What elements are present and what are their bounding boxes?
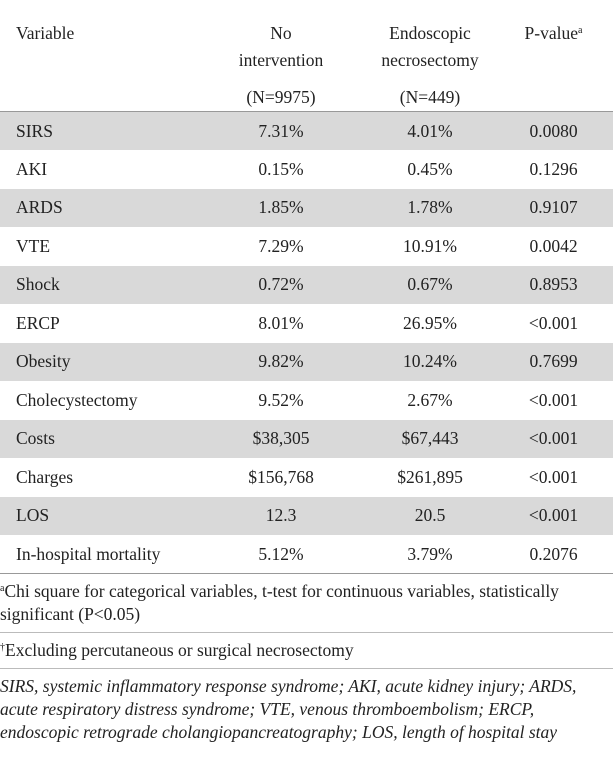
table-row: AKI 0.15% 0.45% 0.1296 <box>0 150 613 189</box>
table-cell: Charges <box>16 466 74 487</box>
header-cell: Endoscopic necrosectomy (N=449) <box>366 0 494 112</box>
footnote: aChi square for categorical variables, t… <box>0 574 613 633</box>
table-body: SIRS 7.31% 4.01% 0.0080 AKI 0.15% 0.45% 0.1296 A… <box>0 111 613 574</box>
table-cell: 4.01% <box>366 111 494 150</box>
table-cell: 12.3 <box>196 496 366 535</box>
footnote: †Excluding percutaneous or surgical necr… <box>0 633 613 669</box>
table-cell: 20.5 <box>366 496 494 535</box>
header-text: P-value <box>524 23 578 43</box>
header-text: necrosectomy <box>381 50 479 70</box>
table-cell: Cholecystectomy <box>16 389 138 410</box>
header-row: Variable No intervention (N=9975) Endoscopic… <box>0 0 613 112</box>
footnote-text: SIRS, systemic inflammatory response syn… <box>0 676 577 742</box>
table-cell: 7.29% <box>258 235 304 256</box>
table-row: Charges $156,768 $261,895 <0.001 <box>0 458 613 497</box>
table-cell: 0.8953 <box>494 265 613 304</box>
table-cell: Costs <box>0 419 196 458</box>
table-cell: 9.82% <box>196 342 366 381</box>
table-cell: ARDS <box>0 188 196 227</box>
table-row: In-hospital mortality 5.12% 3.79% 0.2076 <box>0 535 613 574</box>
table-row: Shock 0.72% 0.67% 0.8953 <box>0 265 613 304</box>
table-cell: <0.001 <box>494 419 613 458</box>
table-row: Costs $38,305 $67,443 <0.001 <box>0 419 613 458</box>
table-cell: ERCP <box>16 312 60 333</box>
table-cell: Obesity <box>0 342 196 381</box>
header-text: No <box>270 23 292 43</box>
table-cell: 0.0042 <box>529 235 578 256</box>
table-cell: 0.1296 <box>529 158 578 179</box>
footnote-text: Excluding percutaneous or surgical necro… <box>5 640 354 660</box>
table-cell: 0.67% <box>366 265 494 304</box>
table-cell: $156,768 <box>248 466 314 487</box>
table-cell: 1.85% <box>196 188 366 227</box>
header-count: (N=449) <box>399 87 461 107</box>
table-cell: 5.12% <box>196 535 366 574</box>
header-text: intervention <box>238 50 324 70</box>
table-cell: <0.001 <box>528 389 579 410</box>
header-cell: P-valuea <box>494 0 613 112</box>
table-row: SIRS 7.31% 4.01% 0.0080 <box>0 111 613 150</box>
footnote-mark: † <box>0 642 5 653</box>
table-cell: 8.01% <box>258 312 304 333</box>
table-cell: SIRS <box>0 111 196 150</box>
table-cell: 26.95% <box>403 312 457 333</box>
table-row: Obesity 9.82% 10.24% 0.7699 <box>0 342 613 381</box>
table-cell: LOS <box>0 496 196 535</box>
table-cell: 10.91% <box>403 235 457 256</box>
table-cell: 0.7699 <box>494 342 613 381</box>
table-cell: 7.31% <box>196 111 366 150</box>
table-cell: 0.72% <box>196 265 366 304</box>
table-cell: 0.0080 <box>494 111 613 150</box>
footnote-text: Chi square for categorical variables, t-… <box>0 581 559 624</box>
table-cell: 2.67% <box>407 389 453 410</box>
superscript: a <box>578 25 583 36</box>
footnotes: aChi square for categorical variables, t… <box>0 574 613 750</box>
table-cell: 1.78% <box>366 188 494 227</box>
footnote-mark: a <box>0 583 5 594</box>
table-row: Cholecystectomy 9.52% 2.67% <0.001 <box>0 381 613 420</box>
data-table: Variable No intervention (N=9975) Endoscopic… <box>0 0 613 574</box>
header-count: (N=9975) <box>246 87 316 107</box>
table-cell: AKI <box>16 158 48 179</box>
table-row: LOS 12.3 20.5 <0.001 <box>0 496 613 535</box>
table-cell: $261,895 <box>397 466 463 487</box>
table-cell: 0.2076 <box>494 535 613 574</box>
table-cell: 0.9107 <box>494 188 613 227</box>
table-cell: 10.24% <box>366 342 494 381</box>
footnote: SIRS, systemic inflammatory response syn… <box>0 669 613 750</box>
table-cell: 0.15% <box>258 158 304 179</box>
table-cell: $38,305 <box>196 419 366 458</box>
header-text: Endoscopic <box>389 23 471 43</box>
table-cell: Shock <box>0 265 196 304</box>
table-cell: 9.52% <box>258 389 304 410</box>
header-text: Variable <box>16 23 75 43</box>
table-cell: In-hospital mortality <box>0 535 196 574</box>
table-cell: <0.001 <box>528 312 579 333</box>
table-cell: VTE <box>16 235 51 256</box>
table-cell: $67,443 <box>366 419 494 458</box>
table-cell: <0.001 <box>528 466 579 487</box>
table-cell: <0.001 <box>494 496 613 535</box>
table-cell: 0.45% <box>407 158 453 179</box>
table-cell: 3.79% <box>366 535 494 574</box>
table-row: ARDS 1.85% 1.78% 0.9107 <box>0 188 613 227</box>
table-row: ERCP 8.01% 26.95% <0.001 <box>0 304 613 343</box>
table-row: VTE 7.29% 10.91% 0.0042 <box>0 227 613 266</box>
header-cell: No intervention (N=9975) <box>196 0 366 112</box>
header-cell: Variable <box>0 0 196 112</box>
